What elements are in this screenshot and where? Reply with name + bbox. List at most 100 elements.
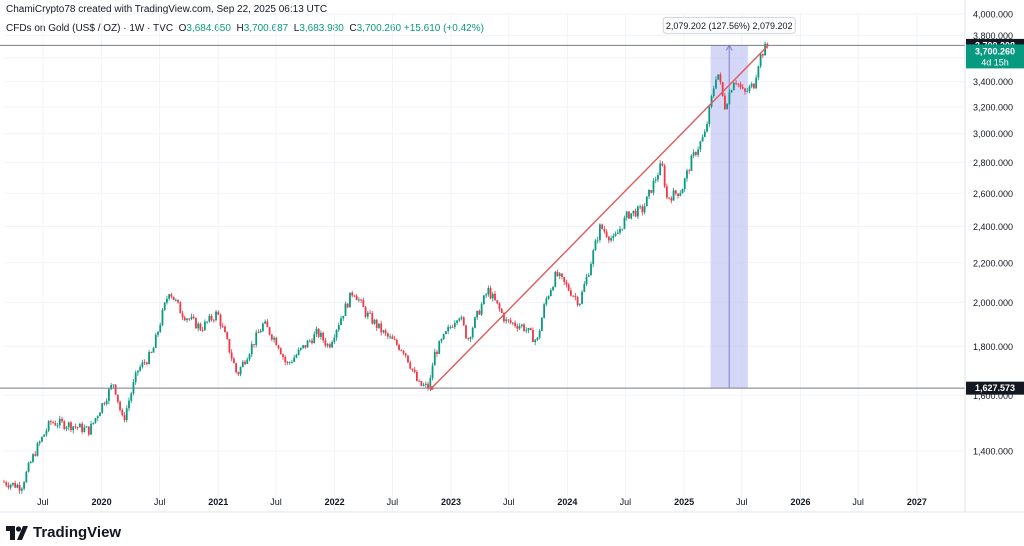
candle-body: [552, 286, 554, 291]
candle-body: [201, 329, 204, 331]
level-price-label: 1,627.573: [975, 383, 1015, 393]
candle-body: [83, 427, 86, 432]
candle-body: [561, 273, 563, 277]
horizontal-levels[interactable]: [0, 44, 965, 389]
candle-body: [663, 165, 666, 187]
candle-body: [177, 299, 179, 303]
candle-body: [134, 372, 137, 383]
candle-body: [27, 463, 30, 472]
candle-body: [378, 323, 380, 328]
candle-body: [166, 298, 168, 303]
candle-body: [491, 293, 494, 299]
candle-body: [18, 484, 21, 491]
candle-body: [386, 333, 389, 337]
candle-body: [536, 337, 539, 340]
candle-body: [174, 299, 177, 301]
candle-body: [520, 324, 523, 327]
candle-body: [259, 330, 262, 333]
candle-body: [268, 327, 271, 335]
price-axis[interactable]: 1,400.000 1,600.000 1,800.000 2,000.000 2,20…: [964, 0, 1013, 512]
candle-body: [215, 311, 217, 320]
measure-label-box: [662, 16, 796, 34]
candle-body: [657, 175, 659, 180]
candle-body: [442, 333, 445, 340]
candle-body: [295, 354, 298, 358]
candle-body: [639, 206, 641, 208]
candle-body: [632, 210, 635, 214]
candle-body: [572, 295, 575, 297]
candle-body: [61, 418, 63, 422]
candle-body: [681, 189, 684, 194]
candle-body: [516, 326, 519, 329]
candle-body: [728, 92, 731, 105]
candle-body: [416, 372, 418, 381]
candle-body: [210, 315, 213, 320]
candle-body: [45, 430, 48, 435]
candle-body: [284, 356, 287, 363]
candle-body: [331, 341, 333, 348]
candle-body: [36, 443, 39, 456]
candle-body: [558, 273, 561, 277]
candle-body: [433, 351, 436, 366]
candle-body: [63, 421, 66, 429]
candle-body: [413, 369, 416, 373]
candles[interactable]: [3, 41, 769, 494]
tradingview-logo[interactable]: TradingView: [6, 524, 121, 541]
candle-body: [703, 131, 706, 137]
candle-body: [311, 340, 313, 344]
candle-body: [750, 83, 753, 87]
candle-body: [41, 436, 43, 442]
symbol-name[interactable]: CFDs on Gold (US$ / OZ) · 1W · TVC: [6, 23, 174, 34]
candle-body: [677, 193, 679, 196]
candle-body: [250, 344, 253, 355]
trend-line[interactable]: [431, 44, 769, 389]
candle-body: [123, 415, 126, 421]
trend-line-layer[interactable]: [429, 44, 769, 391]
candle-body: [38, 441, 41, 444]
candle-body: [308, 340, 311, 342]
candle-body: [337, 324, 340, 330]
candle-body: [364, 307, 367, 317]
candle-body: [759, 54, 762, 67]
candle-body: [422, 384, 425, 386]
candle-body: [317, 328, 320, 337]
y-tick-label: 3,800.000: [973, 31, 1013, 41]
bar-countdown-label: 4d 15h: [981, 57, 1009, 67]
candle-body: [436, 351, 438, 354]
candle-body: [114, 384, 117, 395]
x-tick-label: Jul: [736, 497, 748, 507]
candle-body: [163, 302, 166, 310]
chart-credit: ChamiCrypto78 created with TradingView.c…: [6, 4, 328, 15]
candle-body: [277, 345, 280, 349]
candle-body: [366, 312, 369, 317]
candle-body: [228, 338, 231, 353]
candle-body: [23, 482, 25, 489]
candle-body: [70, 422, 72, 431]
x-tick-label: 2022: [325, 497, 345, 507]
candle-body: [534, 339, 537, 343]
trend-line-anchor[interactable]: [429, 386, 434, 391]
x-tick-label: 2027: [907, 497, 927, 507]
candle-body: [407, 355, 409, 363]
candle-body: [543, 304, 546, 318]
y-tick-label: 2,800.000: [973, 158, 1013, 168]
candle-body: [427, 383, 429, 389]
candle-body: [650, 189, 653, 193]
candle-body: [14, 482, 17, 488]
x-tick-label: Jul: [852, 497, 864, 507]
tradingview-logo-icon: [6, 525, 28, 540]
candle-body: [375, 319, 378, 328]
time-axis[interactable]: Jul 2020 Jul 2021 Jul 2022 Jul 2023 Jul 2024 Jul 20…: [0, 497, 1024, 513]
candle-body: [74, 426, 77, 428]
candle-body: [52, 422, 55, 424]
candle-body: [672, 190, 675, 201]
candle-body: [302, 345, 304, 348]
open-label: O: [178, 23, 187, 34]
candle-body: [587, 275, 590, 277]
y-tick-label: 2,600.000: [973, 189, 1013, 199]
candle-body: [570, 290, 572, 296]
candle-body: [195, 317, 197, 329]
candle-body: [262, 323, 264, 331]
candle-body: [340, 318, 342, 325]
